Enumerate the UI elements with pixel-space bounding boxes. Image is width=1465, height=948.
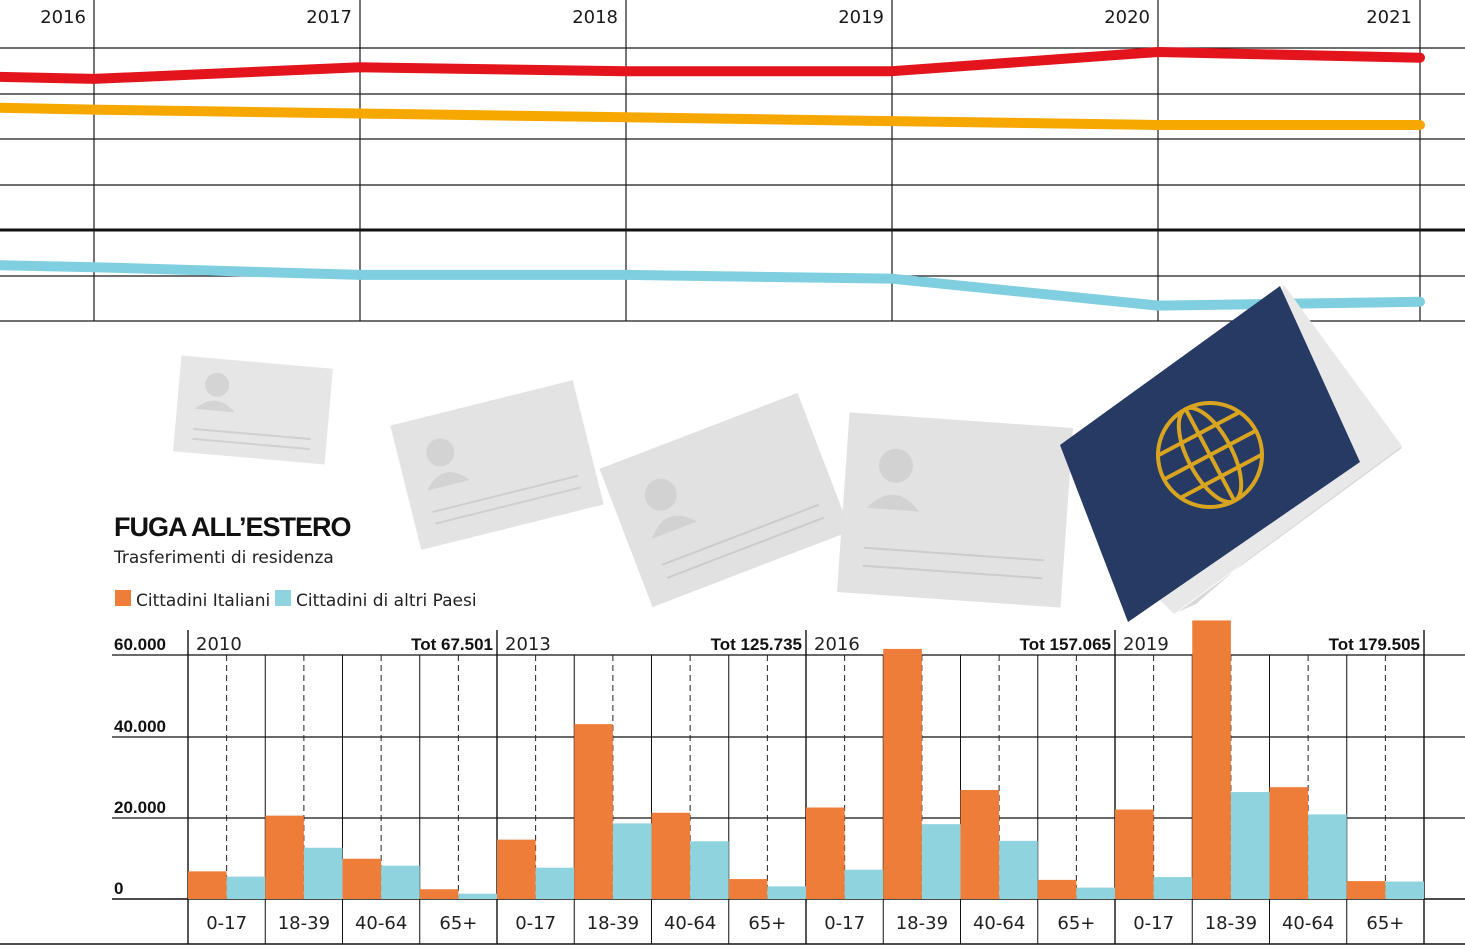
- bar-italiani: [188, 871, 227, 899]
- category-label: 0-17: [206, 913, 247, 934]
- panel-total-label: Tot 179.505: [1329, 635, 1420, 654]
- bar-altri: [767, 886, 806, 899]
- category-label: 0-17: [1133, 913, 1174, 934]
- category-label: 65+: [439, 913, 477, 934]
- line-series-red: [0, 47, 1425, 84]
- category-label: 0-17: [824, 913, 865, 934]
- bar-chart-header: FUGA ALL’ESTERO Trasferimenti di residen…: [113, 512, 477, 611]
- bar-italiani: [651, 812, 691, 899]
- bar-italiani: [960, 790, 1000, 899]
- bar-altri: [535, 867, 575, 899]
- year-label: 2020: [1104, 7, 1150, 28]
- bar-chart: 60.000 40.000 20.000 0 2010 Tot 67.501 0-17 18-…: [0, 620, 1465, 945]
- bar-italiani: [497, 839, 536, 899]
- bar-altri: [458, 893, 497, 899]
- year-label: 2017: [306, 7, 352, 28]
- panel-total-label: Tot 157.065: [1020, 635, 1111, 654]
- category-label: 18-39: [896, 913, 948, 934]
- bar-altri: [1385, 881, 1424, 899]
- panel-total-label: Tot 125.735: [711, 635, 802, 654]
- bar-altri: [844, 869, 884, 899]
- year-label: 2018: [572, 7, 618, 28]
- bar-italiani: [1115, 809, 1154, 899]
- category-label: 40-64: [973, 913, 1025, 934]
- id-card-icon: [173, 355, 333, 465]
- bar-italiani: [1192, 620, 1231, 899]
- panel-year-label: 2016: [814, 634, 860, 655]
- legend-label-italiani: Cittadini Italiani: [136, 591, 270, 611]
- y-tick-label: 40.000: [114, 717, 166, 736]
- bar-altri: [1308, 814, 1347, 899]
- legend-label-altri: Cittadini di altri Paesi: [296, 591, 477, 611]
- legend: Cittadini Italiani Cittadini di altri Pa…: [115, 590, 477, 611]
- bar-altri: [1076, 887, 1115, 899]
- category-label: 65+: [1057, 913, 1095, 934]
- bar-italiani: [1346, 881, 1386, 899]
- bar-altri: [1230, 792, 1270, 899]
- bar-altri: [921, 824, 961, 899]
- category-label: 40-64: [355, 913, 407, 934]
- bar-italiani: [883, 648, 922, 899]
- bar-italiani: [1037, 879, 1077, 899]
- bar-chart-labels: 60.000 40.000 20.000 0 2010 Tot 67.501 0-17 18-…: [114, 634, 1420, 934]
- id-card-icon: [836, 412, 1074, 608]
- bar-altri: [612, 823, 652, 899]
- bar-italiani: [342, 858, 382, 899]
- documents-illustration: [173, 282, 1402, 622]
- category-label: 18-39: [278, 913, 330, 934]
- y-tick-label: 20.000: [114, 798, 166, 817]
- category-label: 40-64: [1282, 913, 1334, 934]
- year-label: 2021: [1366, 7, 1412, 28]
- bar-altri: [303, 847, 343, 899]
- bar-italiani: [419, 889, 459, 899]
- category-label: 40-64: [664, 913, 716, 934]
- line-chart-year-labels: 2016 2017 2018 2019 2020 2021: [40, 7, 1412, 28]
- bar-chart-bars: [188, 620, 1424, 899]
- category-label: 65+: [1366, 913, 1404, 934]
- year-label: 2019: [838, 7, 884, 28]
- line-series-cyan_line: [0, 260, 1425, 311]
- category-label: 65+: [748, 913, 786, 934]
- passport-icon: [1060, 282, 1402, 622]
- bar-italiani: [728, 879, 768, 899]
- year-label: 2016: [40, 7, 86, 28]
- bar-altri: [381, 865, 420, 899]
- category-label: 0-17: [515, 913, 556, 934]
- panel-year-label: 2013: [505, 634, 551, 655]
- bar-italiani: [574, 724, 613, 899]
- chart-subtitle: Trasferimenti di residenza: [113, 548, 334, 568]
- y-tick-label: 60.000: [114, 635, 166, 654]
- chart-title: FUGA ALL’ESTERO: [114, 512, 351, 542]
- legend-swatch-italiani: [115, 590, 131, 606]
- panel-total-label: Tot 67.501: [411, 635, 493, 654]
- bar-altri: [1153, 877, 1193, 899]
- bar-italiani: [806, 807, 845, 899]
- line-chart: 2016 2017 2018 2019 2020 2021: [0, 0, 1465, 322]
- category-label: 18-39: [587, 913, 639, 934]
- panel-year-label: 2010: [196, 634, 242, 655]
- line-chart-series: [0, 47, 1425, 311]
- bar-italiani: [265, 815, 304, 899]
- legend-swatch-altri: [275, 590, 291, 606]
- id-card-icon: [390, 380, 604, 550]
- bar-altri: [999, 840, 1038, 899]
- y-tick-label: 0: [114, 879, 123, 898]
- bar-altri: [690, 841, 729, 899]
- line-series-yellow: [0, 102, 1425, 130]
- panel-year-label: 2019: [1123, 634, 1169, 655]
- bar-italiani: [1269, 787, 1309, 899]
- category-label: 18-39: [1205, 913, 1257, 934]
- bar-altri: [226, 876, 266, 899]
- id-card-icon: [599, 392, 851, 608]
